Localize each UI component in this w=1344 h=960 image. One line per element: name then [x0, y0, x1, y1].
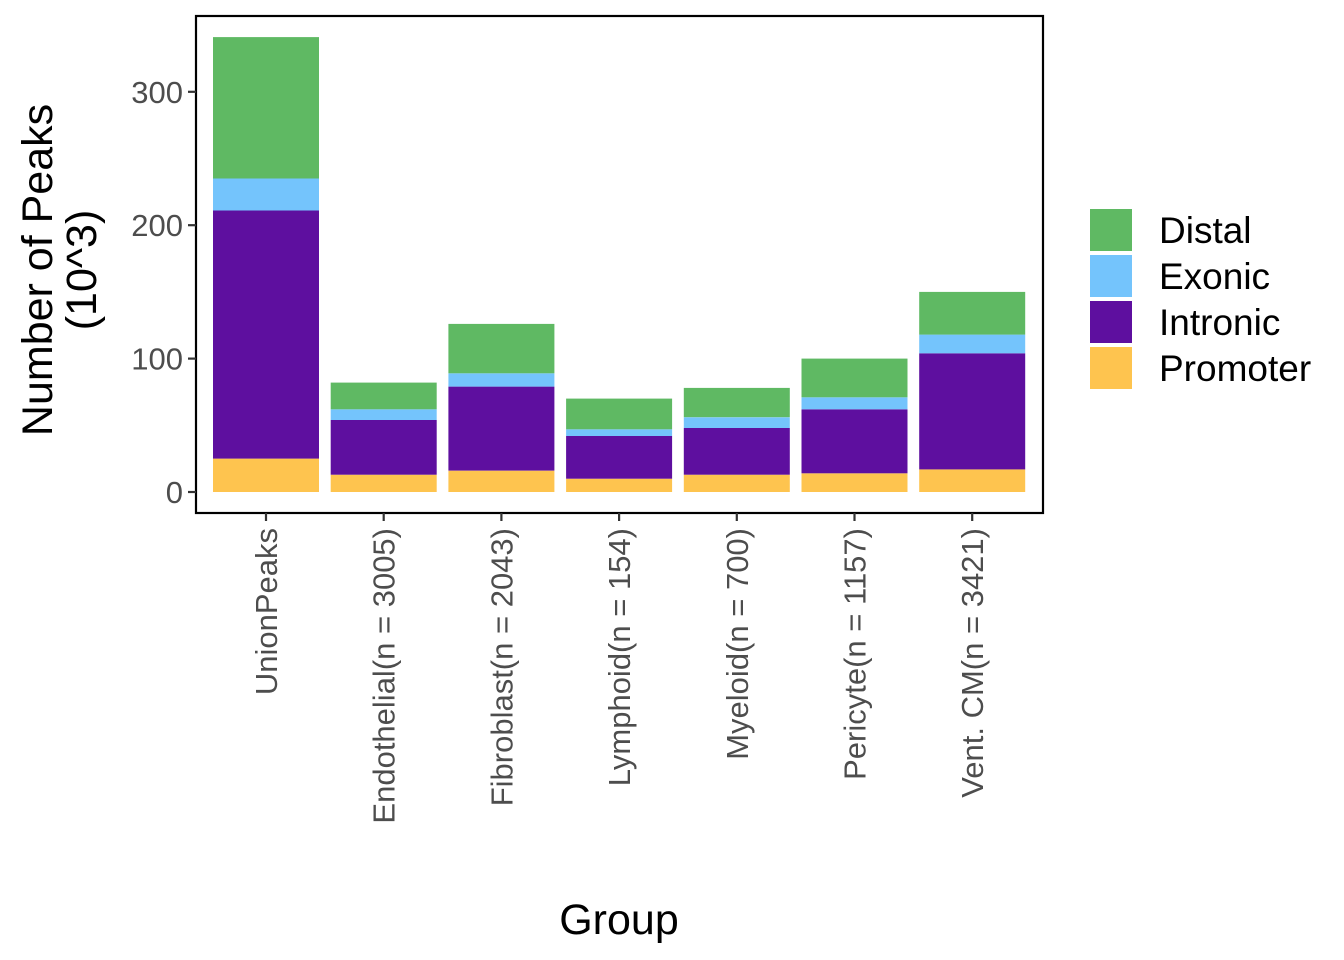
bar-exonic-1: [330, 409, 437, 420]
x-tick-label: Lymphoid(n = 154): [602, 528, 637, 786]
legend-label-intronic: Intronic: [1159, 302, 1280, 343]
x-tick-label: Myeloid(n = 700): [720, 528, 755, 760]
bar-exonic-2: [448, 373, 555, 387]
legend: Distal Exonic Intronic Promoter: [1090, 209, 1311, 389]
bar-exonic-4: [683, 417, 790, 428]
bar-promoter-3: [566, 478, 673, 492]
x-tick-label: Fibroblast(n = 2043): [484, 528, 519, 806]
legend-key-intronic: [1090, 301, 1132, 343]
y-axis-title-line-2: (10^3): [58, 210, 106, 331]
bar-intronic-2: [448, 386, 555, 471]
legend-label-distal: Distal: [1159, 210, 1252, 251]
bar-intronic-6: [919, 353, 1026, 470]
bar-distal-2: [448, 323, 555, 374]
bar-distal-1: [330, 382, 437, 410]
bar-distal-5: [801, 358, 908, 398]
bar-distal-0: [213, 37, 319, 179]
x-tick-label: Pericyte(n = 1157): [838, 528, 873, 780]
bar-exonic-0: [213, 178, 319, 211]
bar-promoter-4: [683, 474, 790, 492]
bar-exonic-5: [801, 397, 908, 410]
bar-intronic-4: [683, 428, 790, 475]
y-tick-label: 0: [166, 475, 183, 510]
x-axis: UnionPeaks Endothelial(n = 3005) Fibroblas…: [249, 513, 990, 824]
bar-promoter-5: [801, 473, 908, 492]
bar-exonic-3: [566, 429, 673, 436]
y-axis-title-line-1: Number of Peaks: [14, 104, 62, 436]
bar-distal-4: [683, 387, 790, 418]
x-tick-label: UnionPeaks: [249, 528, 284, 695]
legend-key-promoter: [1090, 347, 1132, 389]
bar-intronic-0: [213, 210, 319, 459]
bar-exonic-6: [919, 334, 1026, 354]
bar-promoter-6: [919, 469, 1026, 492]
legend-label-exonic: Exonic: [1159, 256, 1270, 297]
x-axis-title: Group: [559, 896, 679, 944]
y-axis: 0 100 200 300: [131, 75, 196, 510]
y-tick-label: 100: [131, 342, 183, 377]
legend-key-distal: [1090, 209, 1132, 251]
bar-distal-6: [919, 291, 1026, 335]
bar-intronic-5: [801, 409, 908, 474]
legend-key-exonic: [1090, 255, 1132, 297]
bar-distal-3: [566, 398, 673, 430]
x-tick-label: Endothelial(n = 3005): [367, 528, 402, 824]
y-axis-title: Number of Peaks (10^3): [14, 104, 106, 436]
bar-promoter-1: [330, 474, 437, 492]
x-tick-label: Vent. CM(n = 3421): [955, 528, 990, 798]
y-tick-label: 300: [131, 75, 183, 110]
bar-intronic-1: [330, 420, 437, 475]
bars-layer: [213, 37, 1026, 492]
bar-promoter-0: [213, 458, 319, 492]
bar-promoter-2: [448, 470, 555, 492]
legend-label-promoter: Promoter: [1159, 348, 1311, 389]
y-tick-label: 200: [131, 208, 183, 243]
bar-intronic-3: [566, 436, 673, 479]
